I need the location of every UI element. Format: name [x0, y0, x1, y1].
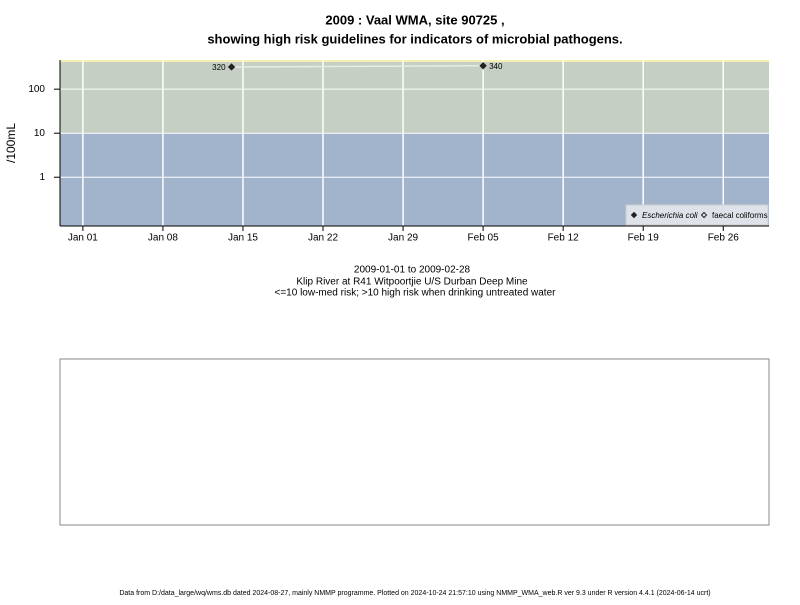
data-point	[227, 63, 236, 71]
x-tick-label: Jan 15	[228, 233, 258, 244]
site-description: Klip River at R41 Witpoortjie U/S Durban…	[296, 277, 528, 288]
data-label: 320	[212, 63, 226, 72]
chart-title: 2009 : Vaal WMA, site 90725 ,	[325, 12, 504, 27]
legend-label: Escherichia coli	[642, 211, 698, 220]
high-risk-band	[60, 60, 769, 134]
series-line	[231, 65, 484, 68]
x-tick-label: Jan 01	[68, 233, 98, 244]
x-tick-label: Feb 05	[468, 233, 500, 244]
data-label: 340	[489, 62, 503, 71]
date-range: 2009-01-01 to 2009-02-28	[354, 265, 471, 276]
legend: Escherichia coli faecal coliforms	[625, 204, 769, 226]
x-tick-label: Jan 08	[148, 233, 178, 244]
legend-symbol	[630, 211, 638, 219]
x-tick-label: Feb 12	[548, 233, 580, 244]
risk-note: <=10 low-med risk; >10 high risk when dr…	[275, 288, 557, 299]
empty-panel	[59, 358, 770, 526]
data-point	[479, 62, 487, 70]
y-tick-label: 10	[34, 128, 46, 139]
x-tick-label: Feb 19	[628, 233, 660, 244]
y-tick-label: 100	[28, 84, 45, 95]
footer: Data from D:/data_large/wq/wms.db dated …	[119, 590, 710, 597]
legend-symbol	[700, 211, 708, 219]
legend-label: faecal coliforms	[712, 211, 768, 220]
chart-subtitle: showing high risk guidelines for indicat…	[207, 31, 622, 46]
y-tick-label: 1	[39, 172, 45, 183]
y-axis-label: /100mL	[4, 123, 18, 163]
x-tick-label: Jan 29	[388, 233, 418, 244]
x-tick-label: Feb 26	[708, 233, 740, 244]
legend-box	[625, 204, 769, 226]
x-tick-label: Jan 22	[308, 233, 338, 244]
